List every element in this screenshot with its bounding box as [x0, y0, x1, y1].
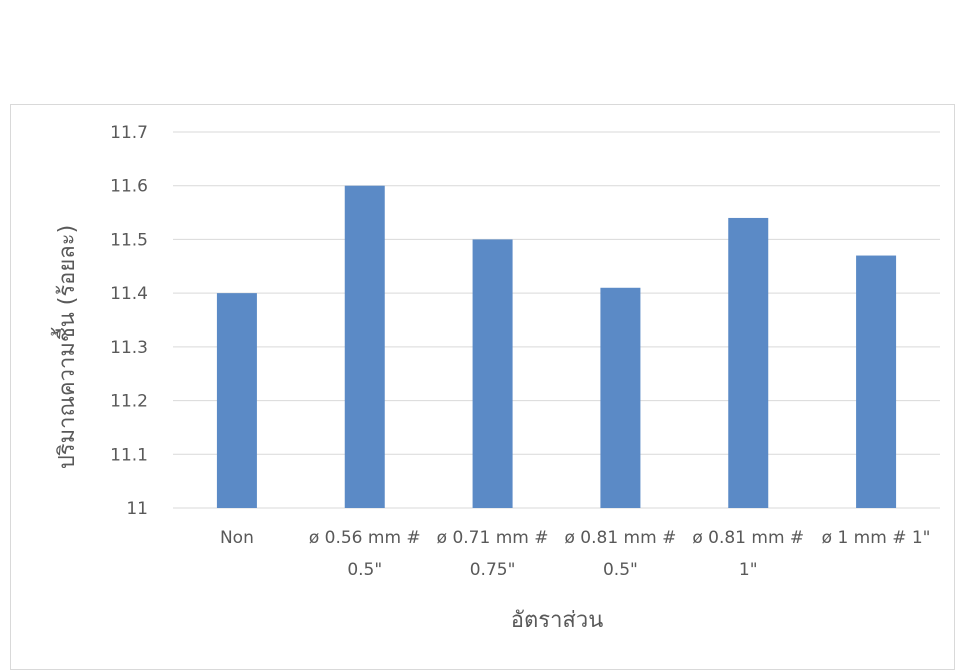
x-category-label: ø 0.81 mm # [692, 528, 804, 548]
x-category-labels: Non ø 0.56 mm # 0.5" ø 0.71 mm # 0.75" ø 0.81… [220, 528, 931, 580]
y-tick-label: 11 [126, 499, 148, 519]
y-tick-labels: 11 11.1 11.2 11.3 11.4 11.5 11.6 11.7 [110, 123, 148, 519]
x-category-label: Non [220, 528, 254, 548]
bar [216, 293, 257, 508]
x-axis-title: อัตราส่วน [511, 608, 604, 633]
bar [728, 217, 769, 508]
x-category-label: 1" [739, 560, 758, 580]
bars [216, 185, 897, 508]
x-category-label: 0.5" [603, 560, 638, 580]
y-tick-label: 11.6 [110, 177, 148, 197]
bar [856, 255, 897, 508]
x-category-label: ø 0.81 mm # [565, 528, 677, 548]
bar [344, 185, 385, 508]
x-category-label: ø 1 mm # 1" [822, 528, 931, 548]
chart-area [10, 104, 955, 670]
y-tick-label: 11.7 [110, 123, 148, 143]
x-category-label: ø 0.71 mm # [437, 528, 549, 548]
x-category-label: ø 0.56 mm # [309, 528, 421, 548]
x-category-label: 0.5" [347, 560, 382, 580]
y-tick-label: 11.3 [110, 338, 148, 358]
bar [472, 239, 513, 508]
bar [600, 287, 641, 508]
y-tick-label: 11.2 [110, 392, 148, 412]
y-tick-label: 11.4 [110, 284, 148, 304]
x-category-label: 0.75" [470, 560, 516, 580]
y-tick-label: 11.5 [110, 230, 148, 250]
gridlines [173, 131, 940, 509]
y-tick-label: 11.1 [110, 445, 148, 465]
y-axis-title: ปริมาณความชื้น (ร้อยละ) [51, 225, 80, 469]
